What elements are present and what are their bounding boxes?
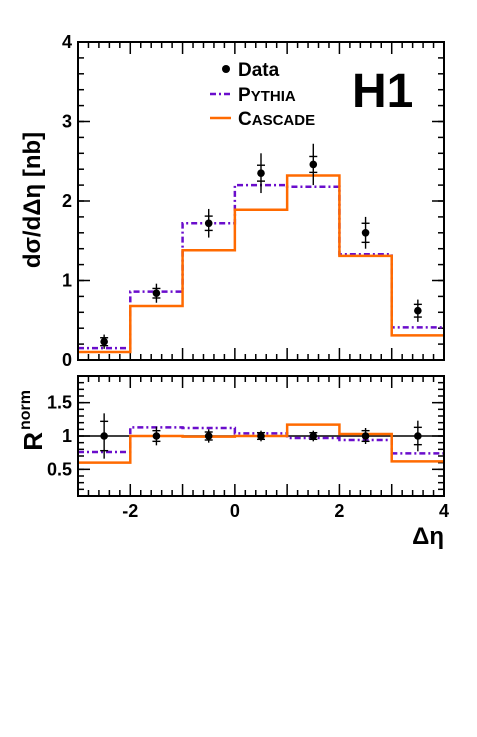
ratio-data-point <box>204 432 213 440</box>
ratio-y-tick-label: 1.5 <box>47 393 72 413</box>
ratio-data-point <box>100 432 108 440</box>
main-data-point <box>309 160 318 169</box>
ratio-panel: 0.5 1 1.5 -2 0 2 4 <box>47 375 449 521</box>
ratio-y-tick-label: 0.5 <box>47 459 72 479</box>
ratio-y-axis-label-main: R <box>18 432 48 451</box>
ratio-y-tick-label: 1 <box>62 426 72 446</box>
legend: Data PYTHIA CASCADE <box>210 60 315 130</box>
main-data-point <box>100 337 108 346</box>
ratio-data-point <box>309 432 318 440</box>
main-y-tick-label: 4 <box>62 32 72 52</box>
legend-cascade-rest: ASCADE <box>252 112 315 129</box>
experiment-label: H1 <box>352 65 413 118</box>
ratio-cascade-step-line <box>78 423 444 464</box>
legend-pythia-rest: YTHIA <box>251 88 296 105</box>
x-tick-label: -2 <box>122 501 138 521</box>
main-data-point <box>152 289 161 298</box>
legend-data-marker <box>222 65 230 73</box>
ratio-plot-frame <box>77 375 445 497</box>
ratio-data-point <box>361 432 370 440</box>
main-data-point <box>257 169 265 177</box>
main-y-tick-label: 3 <box>62 112 72 132</box>
x-tick-label: 4 <box>439 501 449 521</box>
main-data-point <box>204 219 213 228</box>
ratio-data-point <box>257 432 265 440</box>
main-y-axis-label: dσ/dΔη [nb] <box>19 132 46 268</box>
x-tick-label: 2 <box>334 501 344 521</box>
main-cascade-step-line <box>78 174 444 354</box>
main-y-tick-label: 0 <box>62 350 72 370</box>
main-y-tick-label: 1 <box>62 271 72 291</box>
x-axis-label: Δη <box>412 523 444 550</box>
x-tick-label: 0 <box>230 501 240 521</box>
main-y-tick-label: 2 <box>62 191 72 211</box>
ratio-data-point <box>414 432 422 440</box>
ratio-y-axis-label: R norm <box>17 390 48 451</box>
legend-pythia-first: P <box>238 85 251 106</box>
main-data-point <box>361 229 370 237</box>
legend-data-text: Data <box>238 60 280 81</box>
ratio-y-axis-label-sup: norm <box>17 390 34 430</box>
legend-cascade-text: CASCADE <box>238 109 315 130</box>
ratio-data-point <box>152 432 161 440</box>
main-plot-frame <box>77 41 445 361</box>
main-data-point <box>414 306 422 315</box>
legend-pythia-text: PYTHIA <box>238 85 296 106</box>
legend-cascade-first: C <box>238 109 252 130</box>
